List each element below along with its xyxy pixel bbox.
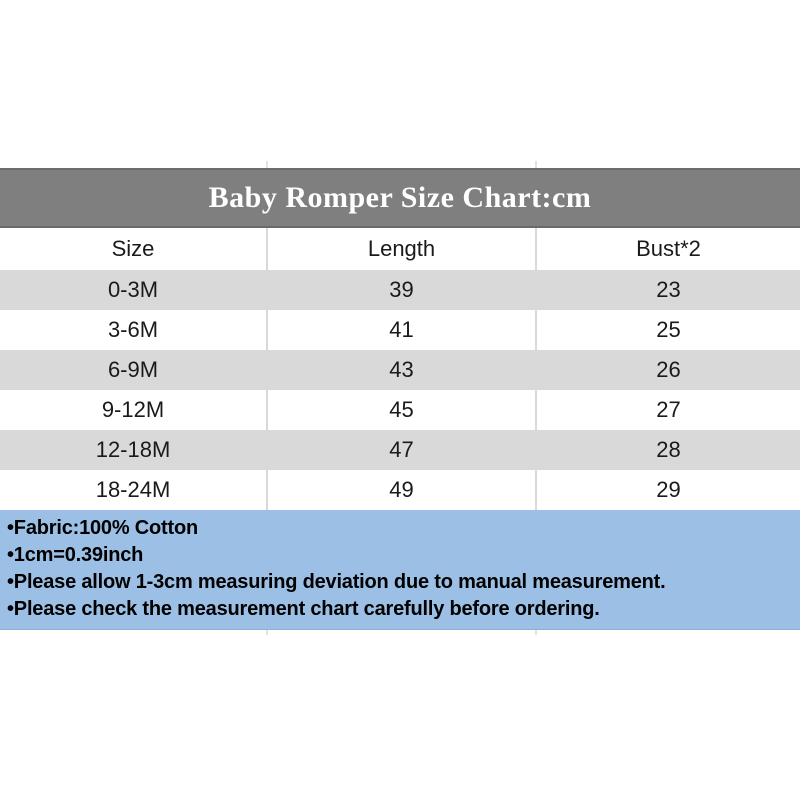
bust-cell: 29 [656,477,681,502]
table-row: 9-12M 45 27 [0,390,800,430]
table-row: 3-6M 41 25 [0,310,800,350]
column-divider-stub [535,161,537,168]
notes-panel: •Fabric:100% Cotton •1cm=0.39inch •Pleas… [0,510,800,630]
column-divider-stub [266,161,268,168]
column-divider-stub [266,630,268,635]
length-cell: 47 [266,430,537,470]
column-divider-stub [535,630,537,635]
length-cell: 39 [266,270,537,310]
size-cell: 9-12M [101,397,165,422]
table-row: 0-3M 39 23 [0,270,800,310]
size-chart-table: Size Length Bust*2 0-3M 39 23 3-6M 41 25… [0,228,800,510]
size-cell: 3-6M [107,317,159,342]
column-header-bust: Bust*2 [536,228,800,270]
note-deviation: •Please allow 1-3cm measuring deviation … [7,571,666,593]
table-header-row: Size Length Bust*2 [0,228,800,270]
bust-cell: 26 [656,357,681,382]
column-header-length: Length [266,228,537,270]
size-cell: 6-9M [107,357,159,382]
length-cell: 41 [266,310,537,350]
size-cell: 0-3M [107,277,159,302]
bust-cell: 25 [656,317,681,342]
length-cell: 49 [266,470,537,510]
table-row: 18-24M 49 29 [0,470,800,510]
note-fabric: •Fabric:100% Cotton [7,517,199,539]
length-cell: 43 [266,350,537,390]
size-cell: 12-18M [95,437,171,462]
note-unit-conversion: •1cm=0.39inch [7,544,144,566]
length-cell: 45 [266,390,537,430]
table-row: 6-9M 43 26 [0,350,800,390]
title-banner: Baby Romper Size Chart:cm [0,168,800,228]
page-title: Baby Romper Size Chart:cm [208,181,592,214]
size-cell: 18-24M [95,477,171,502]
note-check-chart: •Please check the measurement chart care… [7,598,600,620]
bust-cell: 27 [656,397,681,422]
column-header-size: Size [0,228,267,270]
bust-cell: 23 [656,277,681,302]
bust-cell: 28 [656,437,681,462]
table-row: 12-18M 47 28 [0,430,800,470]
